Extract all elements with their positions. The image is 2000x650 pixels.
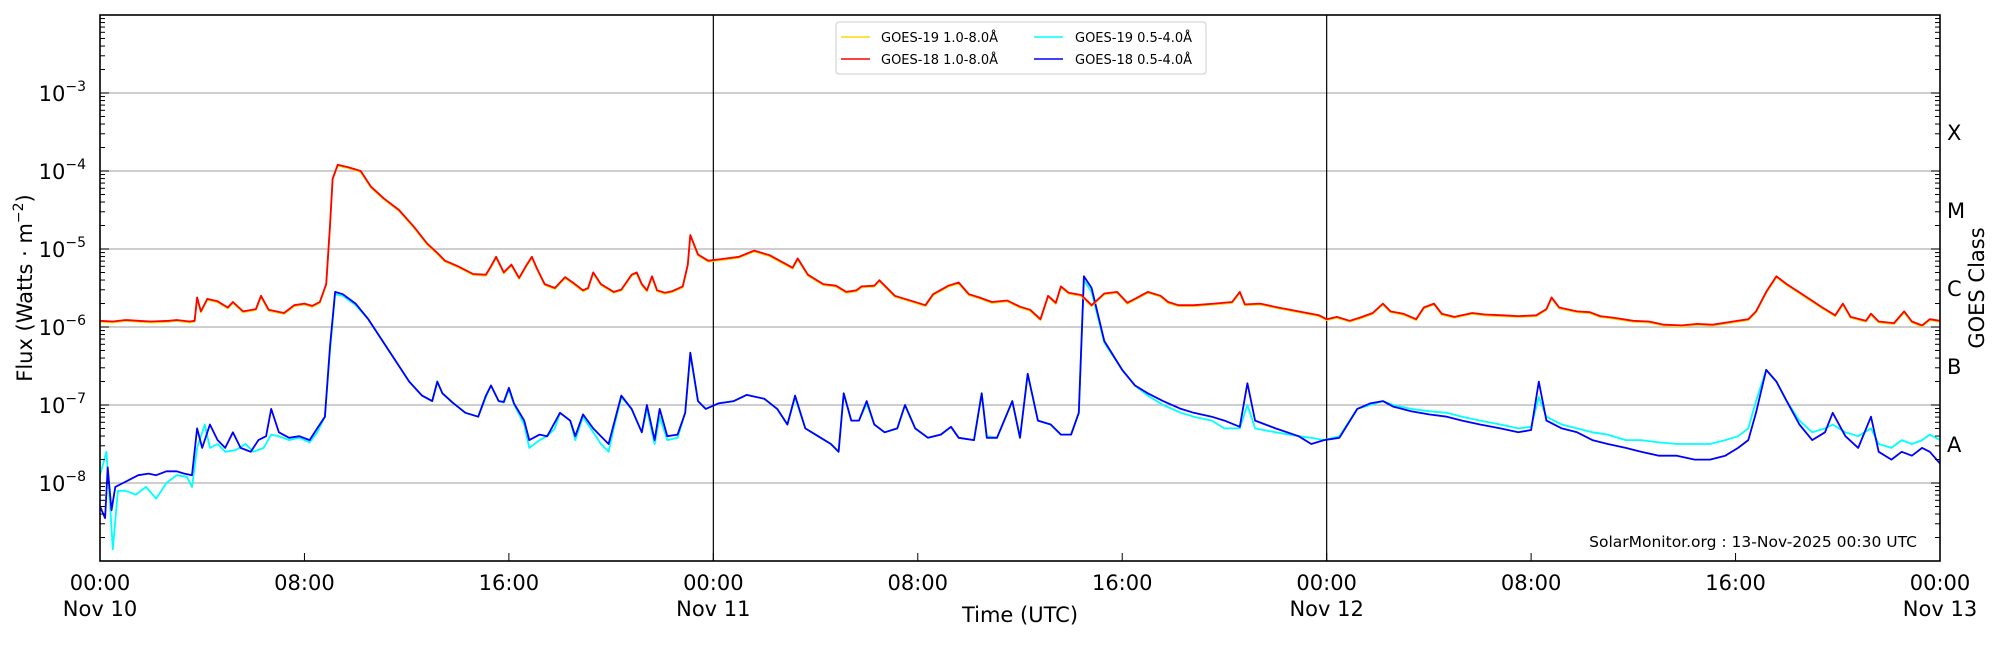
goes-class-x: X — [1947, 121, 1961, 145]
y-axis-title: Flux (Watts · m−2) — [11, 194, 37, 382]
x-tick-label: 00:00 — [70, 571, 131, 595]
x-tick-label: 08:00 — [1501, 571, 1562, 595]
y-axis-ticks: 10−3 10−4 10−5 10−6 10−7 10−8 — [39, 18, 1940, 562]
x-tick-label: 16:00 — [1092, 571, 1153, 595]
x-tick-label: 08:00 — [888, 571, 949, 595]
y-tick-label: 10−7 — [39, 391, 86, 418]
x-tick-label: 16:00 — [479, 571, 540, 595]
x-axis-title: Time (UTC) — [961, 603, 1078, 627]
legend-label-goes19-short: GOES-19 0.5-4.0Å — [1075, 30, 1192, 46]
legend-label-goes18-long: GOES-18 1.0-8.0Å — [881, 52, 998, 68]
source-annotation: SolarMonitor.org : 13-Nov-2025 00:30 UTC — [1589, 533, 1917, 551]
y-tick-label: 10−4 — [39, 157, 86, 184]
x-tick-date-label: Nov 10 — [63, 597, 137, 621]
y-axis-right-title: GOES Class — [1965, 227, 1989, 348]
grid-lines — [100, 92, 1940, 484]
plot-frame — [99, 14, 1941, 562]
data-series — [99, 163, 1941, 551]
y-tick-label: 10−6 — [39, 313, 86, 340]
goes-class-c: C — [1947, 277, 1962, 301]
legend-label-goes19-long: GOES-19 1.0-8.0Å — [881, 30, 998, 46]
x-tick-label: 00:00 — [683, 571, 744, 595]
series-line — [99, 275, 1941, 519]
goes-class-labels: X M C B A — [1947, 121, 1965, 457]
goes-class-a: A — [1947, 433, 1962, 457]
x-tick-label: 08:00 — [274, 571, 335, 595]
x-tick-date-label: Nov 13 — [1903, 597, 1977, 621]
legend: GOES-19 1.0-8.0Å GOES-18 1.0-8.0Å GOES-1… — [835, 21, 1207, 75]
y-tick-label: 10−8 — [39, 469, 86, 496]
x-tick-label: 00:00 — [1910, 571, 1971, 595]
day-divider-lines — [712, 15, 1328, 561]
x-tick-date-label: Nov 12 — [1289, 597, 1363, 621]
x-tick-date-label: Nov 11 — [676, 597, 750, 621]
x-tick-label: 16:00 — [1705, 571, 1766, 595]
series-line — [99, 163, 1941, 327]
y-tick-label: 10−3 — [39, 79, 86, 106]
goes-class-b: B — [1947, 355, 1961, 379]
legend-label-goes18-short: GOES-18 0.5-4.0Å — [1075, 52, 1192, 68]
x-tick-label: 00:00 — [1296, 571, 1357, 595]
goes-class-m: M — [1947, 199, 1965, 223]
y-tick-label: 10−5 — [39, 235, 86, 262]
